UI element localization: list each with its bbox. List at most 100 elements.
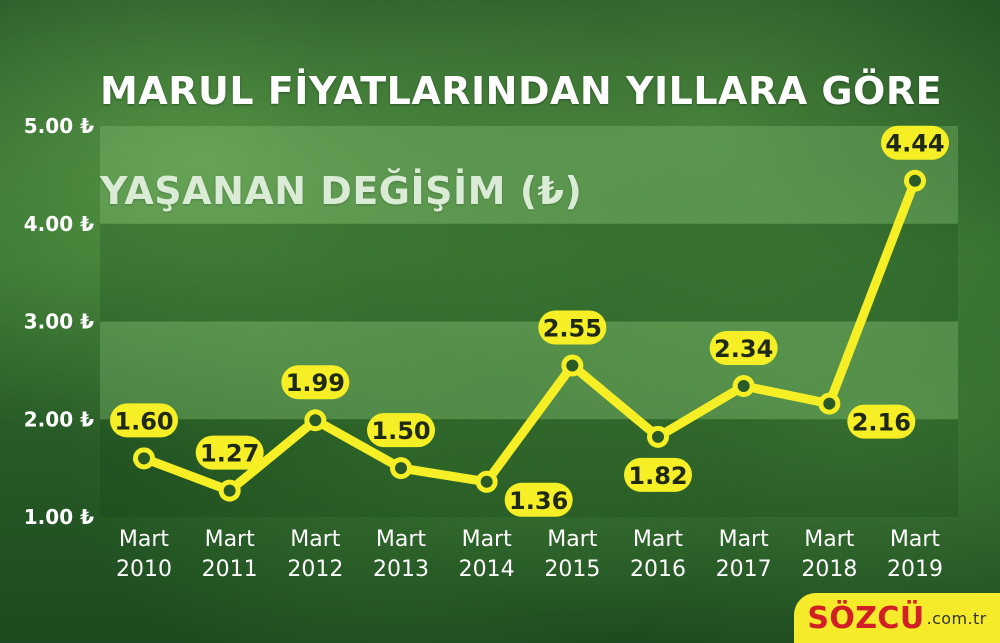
x-tick-month: Mart [290,527,341,552]
x-axis: Mart 2010 Mart 2011 Mart 2012 Mart 2013 Mart 2014… [116,527,943,582]
data-point [818,392,841,415]
data-label: 1.36 [504,482,573,517]
data-label-text: 1.99 [286,369,345,397]
x-tick-year: 2010 [116,557,172,582]
x-tick-year: 2016 [630,557,686,582]
data-point-inner [309,414,322,427]
x-tick-label: Mart 2013 [373,527,429,582]
x-tick-year: 2015 [544,557,600,582]
data-point [561,354,584,377]
x-tick-year: 2011 [202,557,258,582]
y-tick-label: 1.00 ₺ [24,505,94,529]
x-tick-year: 2014 [459,557,515,582]
data-point [133,447,155,470]
data-point-inner [909,174,921,187]
data-label-text: 2.16 [852,409,911,437]
y-tick-label: 5.00 ₺ [24,114,94,138]
data-labels: 1.60 1.27 1.99 1.50 1.36 2.55 1.82 2.34 2.16 4.44 [110,125,949,517]
data-point [475,470,498,493]
data-label-text: 2.55 [543,314,602,342]
x-tick-label: Mart 2018 [801,527,857,582]
data-label-text: 1.60 [114,407,173,435]
data-label: 2.16 [847,404,916,439]
data-point [304,409,327,432]
x-tick-year: 2018 [801,557,857,582]
x-tick-year: 2017 [716,557,772,582]
data-point-inner [395,462,407,475]
grid-band [100,223,958,322]
x-tick-month: Mart [119,527,170,552]
brand-suffix: .com.tr [926,608,987,628]
data-point-inner [652,430,664,443]
data-label-pill [504,482,573,517]
data-label: 1.99 [281,365,350,400]
x-tick-month: Mart [804,527,855,552]
brand-name: SÖZCÜ [807,600,925,636]
data-point [390,457,412,480]
data-label: 1.50 [367,413,435,448]
data-point [904,169,926,192]
x-tick-year: 2019 [887,557,943,582]
grid-band [100,126,958,224]
data-label: 1.27 [195,435,264,470]
data-label-text: 1.27 [200,440,259,468]
x-tick-year: 2013 [373,557,429,582]
data-point-inner [223,484,236,497]
y-tick-label: 4.00 ₺ [24,212,94,236]
data-point-inner [823,397,836,410]
x-tick-month: Mart [890,527,941,552]
chart-title: MARUL FİYATLARINDAN YILLARA GÖRE YAŞANAN… [100,16,960,266]
data-label-pill [709,331,778,366]
x-tick-label: Mart 2017 [716,527,772,582]
brand-logo: SÖZCÜ .com.tr [794,593,1000,643]
x-tick-label: Mart 2019 [887,527,943,582]
data-label-pill [110,403,178,438]
y-tick-label: 2.00 ₺ [24,407,94,431]
data-label-text: 1.50 [371,417,430,445]
data-label: 1.60 [110,403,178,438]
data-point [647,425,669,448]
data-label: 1.82 [624,457,692,492]
x-tick-month: Mart [719,527,770,552]
data-label: 2.34 [709,331,778,366]
x-tick-label: Mart 2015 [544,527,600,582]
data-label-text: 1.82 [628,462,687,490]
data-point-inner [566,359,579,372]
x-tick-label: Mart 2011 [202,527,258,582]
x-tick-label: Mart 2012 [287,527,343,582]
x-tick-label: Mart 2010 [116,527,172,582]
data-label-text: 1.36 [509,487,568,515]
data-label-pill [847,404,916,439]
data-label: 2.55 [538,310,607,345]
data-point-inner [737,380,750,393]
x-tick-year: 2012 [287,557,343,582]
data-label-pill [538,310,607,345]
data-point-inner [138,452,150,465]
data-point [732,375,755,398]
data-label-text: 4.44 [885,130,944,158]
x-tick-month: Mart [205,527,256,552]
data-point [218,479,241,502]
x-tick-month: Mart [547,527,598,552]
chart-title-line-1: MARUL FİYATLARINDAN YILLARA GÖRE [100,69,943,113]
data-label-pill [367,413,435,448]
series-line [139,176,920,496]
data-label: 4.44 [881,125,949,160]
x-tick-label: Mart 2016 [630,527,686,582]
x-tick-label: Mart 2014 [459,527,515,582]
data-label-pill [881,125,949,160]
x-tick-month: Mart [376,527,427,552]
data-label-pill [624,457,692,492]
chart-title-line-2: YAŞANAN DEĞİŞİM (₺) [100,169,583,213]
y-axis: 1.00 ₺ 2.00 ₺ 3.00 ₺ 4.00 ₺ 5.00 ₺ [24,114,94,529]
data-label-text: 2.34 [714,335,773,363]
data-label-pill [195,435,264,470]
data-point-inner [480,475,493,488]
x-tick-month: Mart [633,527,684,552]
series [133,169,926,502]
y-tick-label: 3.00 ₺ [24,310,94,334]
data-label-pill [281,365,350,400]
x-tick-month: Mart [462,527,513,552]
